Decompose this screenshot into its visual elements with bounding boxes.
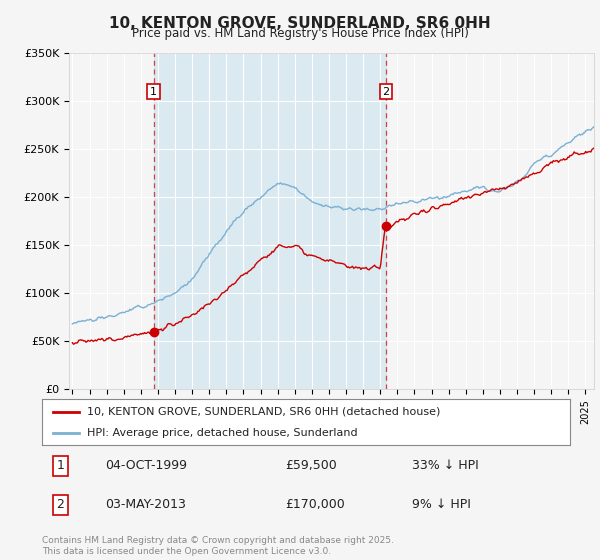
Text: Contains HM Land Registry data © Crown copyright and database right 2025.
This d: Contains HM Land Registry data © Crown c…: [42, 536, 394, 556]
Text: £170,000: £170,000: [285, 498, 344, 511]
Text: HPI: Average price, detached house, Sunderland: HPI: Average price, detached house, Sund…: [87, 428, 358, 438]
Bar: [154, 53, 386, 389]
Text: 04-OCT-1999: 04-OCT-1999: [106, 459, 187, 473]
Text: 10, KENTON GROVE, SUNDERLAND, SR6 0HH: 10, KENTON GROVE, SUNDERLAND, SR6 0HH: [109, 16, 491, 31]
Text: 2: 2: [56, 498, 64, 511]
Text: £59,500: £59,500: [285, 459, 337, 473]
Text: 2: 2: [382, 87, 389, 97]
Text: Price paid vs. HM Land Registry's House Price Index (HPI): Price paid vs. HM Land Registry's House …: [131, 27, 469, 40]
Text: 1: 1: [150, 87, 157, 97]
Text: 33% ↓ HPI: 33% ↓ HPI: [412, 459, 478, 473]
Text: 03-MAY-2013: 03-MAY-2013: [106, 498, 186, 511]
Text: 9% ↓ HPI: 9% ↓ HPI: [412, 498, 470, 511]
Text: 10, KENTON GROVE, SUNDERLAND, SR6 0HH (detached house): 10, KENTON GROVE, SUNDERLAND, SR6 0HH (d…: [87, 407, 440, 417]
Text: 1: 1: [56, 459, 64, 473]
